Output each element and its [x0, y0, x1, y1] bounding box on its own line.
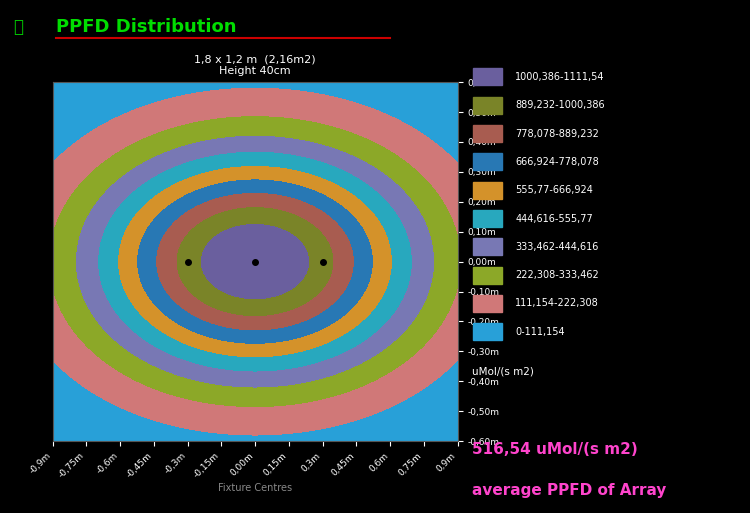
Point: [249, 258, 261, 266]
Bar: [472, 239, 502, 255]
Point: [249, 258, 261, 266]
Bar: [472, 267, 502, 284]
Text: 0-111,154: 0-111,154: [515, 327, 565, 337]
Text: 111,154-222,308: 111,154-222,308: [515, 299, 599, 308]
Text: 222,308-333,462: 222,308-333,462: [515, 270, 599, 280]
Bar: [472, 295, 502, 312]
Text: 555,77-666,924: 555,77-666,924: [515, 185, 593, 195]
Text: 333,462-444,616: 333,462-444,616: [515, 242, 598, 252]
Text: PPFD Distribution: PPFD Distribution: [56, 18, 237, 36]
Bar: [472, 182, 502, 199]
Point: [249, 258, 261, 266]
Point: [249, 258, 261, 266]
Text: 1000,386-1111,54: 1000,386-1111,54: [515, 72, 604, 82]
Title: 1,8 x 1,2 m  (2,16m2)
Height 40cm: 1,8 x 1,2 m (2,16m2) Height 40cm: [194, 54, 316, 76]
Point: [249, 258, 261, 266]
Point: [249, 258, 261, 266]
Point: [249, 258, 261, 266]
Text: 444,616-555,77: 444,616-555,77: [515, 213, 593, 224]
Point: [249, 258, 261, 266]
Text: average PPFD of Array: average PPFD of Array: [472, 483, 667, 498]
Text: ⦿: ⦿: [13, 18, 23, 36]
Text: 889,232-1000,386: 889,232-1000,386: [515, 100, 604, 110]
Text: 516,54 uMol/(s m2): 516,54 uMol/(s m2): [472, 442, 638, 457]
Bar: [472, 97, 502, 114]
Text: 666,924-778,078: 666,924-778,078: [515, 157, 599, 167]
Text: uMol/(s m2): uMol/(s m2): [472, 366, 534, 376]
Bar: [472, 153, 502, 170]
Text: 778,078-889,232: 778,078-889,232: [515, 129, 599, 139]
Point: [249, 258, 261, 266]
Bar: [472, 125, 502, 142]
Bar: [472, 210, 502, 227]
Bar: [472, 323, 502, 340]
Point: [249, 258, 261, 266]
X-axis label: Fixture Centres: Fixture Centres: [218, 483, 292, 492]
Point: [249, 258, 261, 266]
Bar: [472, 68, 502, 85]
